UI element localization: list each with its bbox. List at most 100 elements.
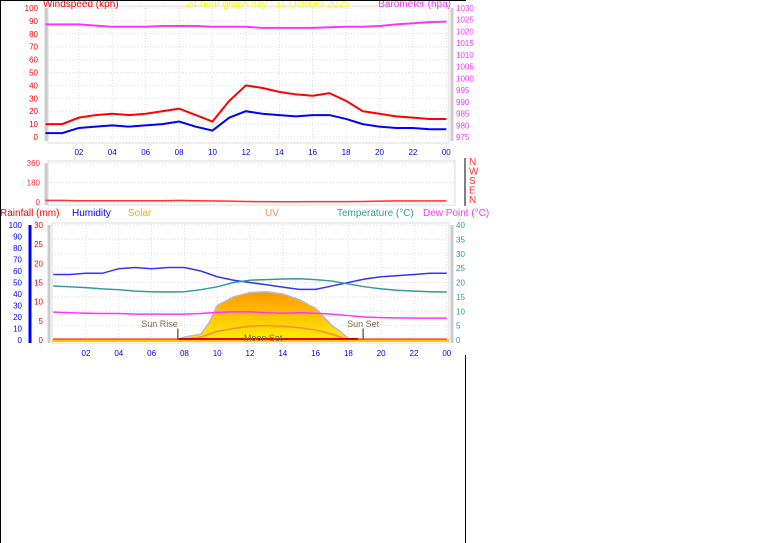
x-tick-label: 04 [114, 349, 123, 358]
temp-tick-label: 20 [456, 279, 465, 288]
wind-tick-label: 100 [25, 4, 39, 13]
baro-tick-label: 1010 [456, 51, 474, 60]
right-border [465, 355, 466, 543]
x-tick-label: 08 [180, 349, 189, 358]
x-tick-label: 22 [408, 148, 417, 157]
wind-tick-label: 0 [34, 133, 39, 142]
x-tick-label: 06 [141, 148, 150, 157]
humidity-tick-label: 10 [13, 325, 22, 334]
x-tick-label: 02 [82, 349, 91, 358]
legend-item: Solar [128, 208, 152, 219]
chart-title: 24 hour graph day : 11 October 2025 [186, 0, 350, 10]
temp-tick-label: 10 [456, 307, 465, 316]
x-tick-label: 10 [213, 349, 222, 358]
baro-tick-label: 1020 [456, 27, 474, 36]
humidity-tick-label: 60 [13, 267, 22, 276]
baro-tick-label: 1005 [456, 63, 474, 72]
rain-tick-label: 20 [34, 259, 43, 268]
left-border [0, 0, 1, 543]
humidity-series-line [53, 266, 447, 291]
wind-series-line [45, 110, 447, 135]
wind-tick-label: 20 [29, 107, 38, 116]
top-border [0, 0, 466, 1]
x-tick-label: 00 [442, 148, 451, 157]
baro-tick-label: 975 [456, 133, 470, 142]
rain-tick-label: 15 [34, 279, 43, 288]
rain-tick-label: 10 [34, 298, 43, 307]
x-tick-label: 14 [275, 148, 284, 157]
plot-area-wind [47, 5, 450, 144]
humidity-tick-label: 20 [13, 313, 22, 322]
temperature-series-line [53, 278, 447, 293]
x-tick-label: 12 [246, 349, 255, 358]
baro-tick-label: 1025 [456, 16, 474, 25]
legend-item: Temperature (°C) [337, 208, 414, 219]
compass-label: E [469, 186, 476, 197]
moon-set-label: Moon Set [244, 333, 283, 343]
compass-label: N [469, 195, 476, 206]
baro-axis-title: Barometer (hpa) [378, 0, 451, 10]
wind-tick-label: 50 [29, 69, 38, 78]
x-tick-label: 16 [308, 148, 317, 157]
rain-tick-label: 25 [34, 240, 43, 249]
legend-item: Rainfall (mm) [0, 208, 59, 219]
x-tick-label: 14 [278, 349, 287, 358]
sun-set-label: Sun Set [347, 319, 380, 329]
baro-tick-label: 980 [456, 121, 470, 130]
x-tick-label: 02 [74, 148, 83, 157]
x-tick-label: 20 [377, 349, 386, 358]
x-tick-label: 18 [342, 148, 351, 157]
temp-tick-label: 30 [456, 250, 465, 259]
humidity-tick-label: 100 [9, 221, 23, 230]
baro-tick-label: 1000 [456, 74, 474, 83]
wind-tick-label: 40 [29, 81, 38, 90]
baro-series-line [45, 20, 447, 29]
temp-tick-label: 25 [456, 264, 465, 273]
compass-label: W [469, 167, 479, 178]
humidity-tick-label: 40 [13, 290, 22, 299]
uv-series-line [176, 324, 359, 341]
rain-tick-label: 5 [39, 317, 44, 326]
rain-tick-label: 30 [34, 221, 43, 230]
wind-tick-label: 60 [29, 56, 38, 65]
x-tick-label: 04 [108, 148, 117, 157]
baro-tick-label: 995 [456, 86, 470, 95]
x-tick-label: 18 [344, 349, 353, 358]
compass-label: S [469, 176, 476, 187]
wind-tick-label: 80 [29, 30, 38, 39]
humidity-tick-label: 0 [18, 336, 23, 345]
baro-tick-label: 985 [456, 110, 470, 119]
solar-max-line [175, 290, 359, 341]
humidity-tick-label: 90 [13, 233, 22, 242]
dir-tick-label: 360 [27, 159, 41, 168]
temp-tick-label: 5 [456, 322, 461, 331]
temp-tick-label: 35 [456, 235, 465, 244]
dewpoint-series-line [53, 311, 447, 319]
baro-tick-label: 990 [456, 98, 470, 107]
humidity-tick-label: 70 [13, 256, 22, 265]
temp-tick-label: 0 [456, 336, 461, 345]
x-tick-label: 10 [208, 148, 217, 157]
x-tick-label: 08 [175, 148, 184, 157]
humidity-tick-label: 30 [13, 302, 22, 311]
humidity-tick-label: 50 [13, 279, 22, 288]
x-tick-label: 20 [375, 148, 384, 157]
sun-rise-label: Sun Rise [141, 319, 178, 329]
temp-tick-label: 40 [456, 221, 465, 230]
temp-tick-label: 15 [456, 293, 465, 302]
compass-label: N [469, 157, 476, 168]
rain-baseline [52, 339, 449, 342]
wind-tick-label: 90 [29, 17, 38, 26]
x-tick-label: 00 [442, 349, 451, 358]
x-tick-label: 12 [241, 148, 250, 157]
wind-axis-title: Windspeed (kph) [43, 0, 119, 10]
wind-tick-label: 30 [29, 94, 38, 103]
dir-tick-label: 180 [27, 179, 41, 188]
dir-series-line [45, 199, 447, 203]
legend-item: Humidity [72, 208, 111, 219]
x-tick-label: 22 [410, 349, 419, 358]
x-tick-label: 06 [147, 349, 156, 358]
legend-item: UV [265, 208, 279, 219]
gust-series-line [45, 84, 447, 126]
